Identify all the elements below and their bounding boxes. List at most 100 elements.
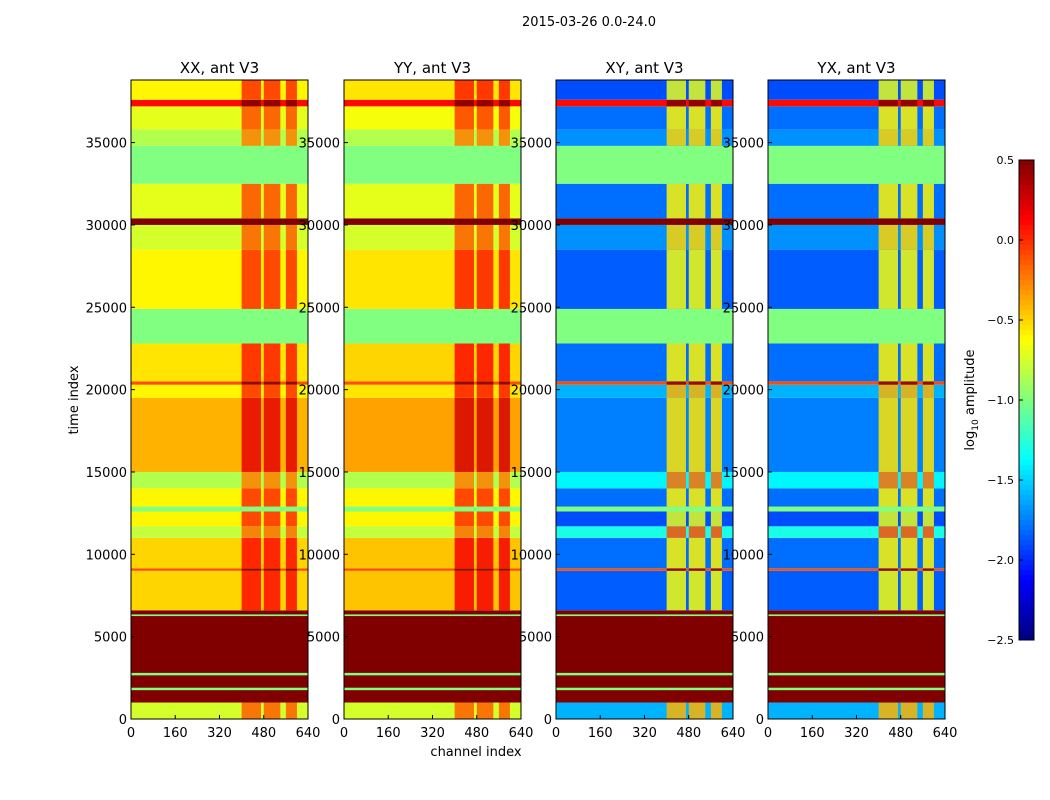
x-tick-label: 160: [376, 726, 401, 741]
colorbar-segment: [1019, 235, 1034, 241]
heatmap-hot-channels: [454, 99, 474, 107]
colorbar-segment: [1019, 315, 1034, 321]
colorbar-tick-label: 0.0: [997, 234, 1015, 247]
heatmap-hot-channels: [454, 570, 474, 611]
heatmap-hot-channels: [710, 381, 722, 385]
heatmap-hot-channels: [710, 106, 722, 130]
heatmap-hot-channels: [922, 397, 934, 472]
y-tick-label: 30000: [86, 219, 127, 234]
heatmap-hot-channels: [454, 129, 474, 146]
heatmap-hot-channels: [241, 537, 261, 569]
heatmap-hot-channels: [241, 384, 261, 398]
heatmap-band: [131, 614, 308, 617]
heatmap-hot-channels: [710, 570, 722, 611]
colorbar-segment: [1019, 420, 1034, 426]
heatmap-band: [556, 145, 733, 184]
heatmap-hot-channels: [498, 570, 510, 611]
heatmap-hot-channels: [263, 343, 281, 382]
heatmap-hot-channels: [241, 183, 261, 219]
y-tick-label: 5000: [731, 631, 764, 646]
heatmap-hot-channels: [666, 702, 686, 719]
heatmap-hot-channels: [285, 183, 297, 219]
colorbar-segment: [1019, 255, 1034, 261]
colorbar-segment: [1019, 540, 1034, 546]
heatmap-hot-channels: [263, 488, 281, 507]
heatmap-hot-channels: [454, 343, 474, 382]
heatmap-hot-channels: [498, 471, 510, 489]
heatmap-hot-channels: [922, 568, 934, 571]
heatmap-hot-channels: [241, 511, 261, 527]
heatmap-hot-channels: [285, 537, 297, 569]
heatmap-hot-channels: [922, 570, 934, 611]
y-tick-label: 30000: [511, 219, 552, 234]
y-tick-label: 5000: [94, 631, 127, 646]
heatmap-band: [344, 106, 521, 130]
heatmap-hot-channels: [666, 488, 686, 507]
heatmap-hot-channels: [285, 471, 297, 489]
heatmap-band: [131, 488, 308, 507]
heatmap-band: [344, 610, 521, 703]
heatmap-hot-channels: [263, 471, 281, 489]
colorbar-segment: [1019, 185, 1034, 191]
y-tick-label: 10000: [299, 548, 340, 563]
heatmap-hot-channels: [498, 343, 510, 382]
colorbar-tick-label: −1.0: [987, 394, 1014, 407]
heatmap-hot-channels: [263, 570, 281, 611]
heatmap-hot-channels: [900, 80, 918, 100]
heatmap-band: [344, 224, 521, 250]
colorbar: 0.5 0.0 −0.5 −1.0 −1.5 −2.0 −2.5: [987, 154, 1035, 647]
heatmap-hot-channels: [666, 537, 686, 569]
heatmap-band: [768, 526, 945, 538]
heatmap-hot-channels: [476, 106, 494, 130]
colorbar-segment: [1019, 555, 1034, 561]
heatmap-band: [768, 687, 945, 691]
heatmap-hot-channels: [688, 537, 706, 569]
heatmap-hot-channels: [710, 488, 722, 507]
heatmap-panel: YX, ant V3 0 160 320 480 640 0 5000 10000 15000 20…: [723, 59, 958, 741]
colorbar-segment: [1019, 615, 1034, 621]
heatmap-hot-channels: [710, 99, 722, 107]
heatmap-band: [344, 614, 521, 617]
colorbar-segment: [1019, 325, 1034, 331]
heatmap-hot-channels: [922, 488, 934, 507]
heatmap-band: [768, 224, 945, 250]
heatmap-hot-channels: [285, 526, 297, 538]
heatmap-hot-channels: [285, 343, 297, 382]
heatmap-hot-channels: [666, 99, 686, 107]
heatmap-hot-channels: [710, 183, 722, 219]
heatmap-hot-channels: [241, 343, 261, 382]
figure-title: 2015-03-26 0.0-24.0: [522, 15, 656, 30]
x-tick-label: 640: [721, 726, 746, 741]
y-tick-label: 20000: [299, 384, 340, 399]
heatmap-hot-channels: [476, 397, 494, 472]
heatmap-hot-channels: [900, 249, 918, 309]
heatmap-band: [131, 145, 308, 184]
y-tick-label: 10000: [511, 548, 552, 563]
x-tick-label: 320: [844, 726, 869, 741]
heatmap-band: [768, 145, 945, 184]
colorbar-segment: [1019, 380, 1034, 386]
heatmap-band: [131, 129, 308, 146]
heatmap-band: [768, 381, 945, 385]
heatmap-hot-channels: [922, 526, 934, 538]
heatmap-band: [131, 397, 308, 472]
heatmap-hot-channels: [878, 343, 898, 382]
colorbar-segment: [1019, 445, 1034, 451]
heatmap-hot-channels: [900, 570, 918, 611]
x-tick-label: 640: [509, 726, 534, 741]
x-tick-label: 0: [340, 726, 348, 741]
heatmap-hot-channels: [476, 99, 494, 107]
heatmap-hot-channels: [710, 224, 722, 250]
heatmap-hot-channels: [666, 511, 686, 527]
x-tick-label: 320: [632, 726, 657, 741]
heatmap-hot-channels: [476, 570, 494, 611]
heatmap-hot-channels: [476, 80, 494, 100]
heatmap-band: [131, 511, 308, 527]
colorbar-segment: [1019, 320, 1034, 326]
heatmap-band: [131, 343, 308, 382]
colorbar-segment: [1019, 550, 1034, 556]
heatmap-hot-channels: [922, 343, 934, 382]
heatmap-hot-channels: [878, 224, 898, 250]
colorbar-segment: [1019, 635, 1034, 641]
